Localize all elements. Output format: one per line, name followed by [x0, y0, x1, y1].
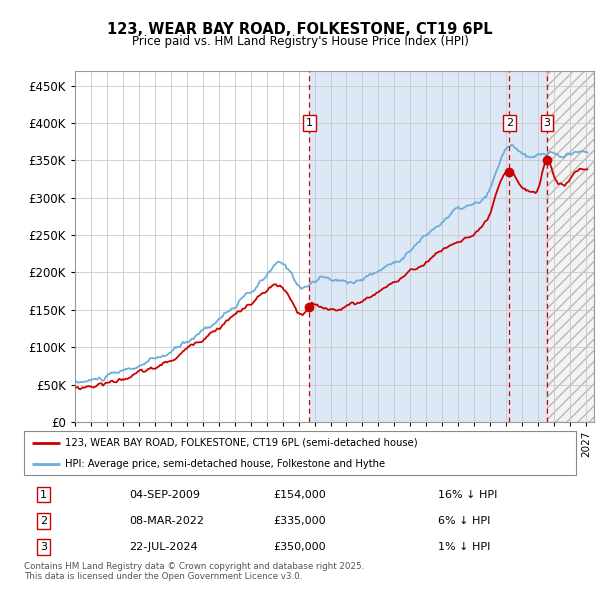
Text: 2: 2: [40, 516, 47, 526]
FancyBboxPatch shape: [24, 431, 576, 475]
Text: 123, WEAR BAY ROAD, FOLKESTONE, CT19 6PL: 123, WEAR BAY ROAD, FOLKESTONE, CT19 6PL: [107, 22, 493, 37]
Text: 3: 3: [40, 542, 47, 552]
Text: 08-MAR-2022: 08-MAR-2022: [129, 516, 204, 526]
Text: 22-JUL-2024: 22-JUL-2024: [129, 542, 197, 552]
Bar: [309, 71, 547, 422]
Text: £335,000: £335,000: [274, 516, 326, 526]
Text: 16% ↓ HPI: 16% ↓ HPI: [438, 490, 497, 500]
Text: £350,000: £350,000: [274, 542, 326, 552]
Text: 6% ↓ HPI: 6% ↓ HPI: [438, 516, 490, 526]
Text: 04-SEP-2009: 04-SEP-2009: [129, 490, 200, 500]
Text: 123, WEAR BAY ROAD, FOLKESTONE, CT19 6PL (semi-detached house): 123, WEAR BAY ROAD, FOLKESTONE, CT19 6PL…: [65, 438, 418, 448]
Bar: [547, 71, 600, 422]
Text: 1: 1: [40, 490, 47, 500]
Text: HPI: Average price, semi-detached house, Folkestone and Hythe: HPI: Average price, semi-detached house,…: [65, 459, 386, 469]
Text: 2: 2: [506, 118, 513, 128]
Text: £154,000: £154,000: [274, 490, 326, 500]
Text: Price paid vs. HM Land Registry's House Price Index (HPI): Price paid vs. HM Land Registry's House …: [131, 35, 469, 48]
Text: Contains HM Land Registry data © Crown copyright and database right 2025.
This d: Contains HM Land Registry data © Crown c…: [24, 562, 364, 581]
Text: 1% ↓ HPI: 1% ↓ HPI: [438, 542, 490, 552]
Text: 1: 1: [306, 118, 313, 128]
Text: 3: 3: [544, 118, 551, 128]
